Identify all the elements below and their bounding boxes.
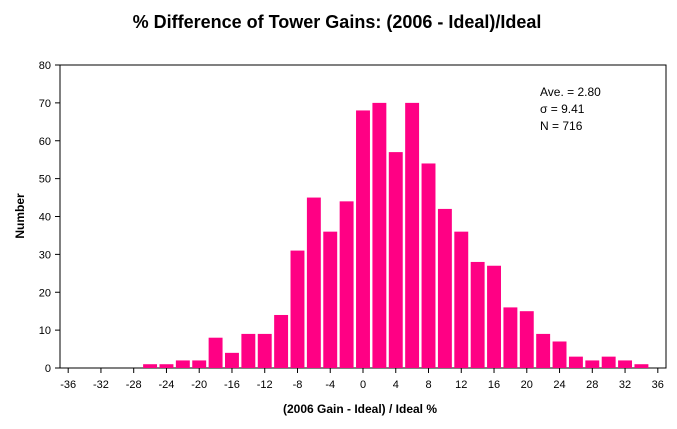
bar: [568, 356, 583, 368]
bar: [356, 110, 370, 368]
x-tick-label: 32: [619, 379, 631, 391]
bar: [208, 337, 223, 368]
bar: [618, 360, 633, 368]
bar: [437, 208, 452, 368]
bar: [503, 307, 518, 368]
x-tick-label: 12: [455, 379, 467, 391]
bar: [601, 356, 616, 368]
stats-line: N = 716: [540, 119, 583, 133]
x-tick-label: 28: [586, 379, 598, 391]
x-tick-label: 8: [425, 379, 431, 391]
bar: [519, 311, 534, 368]
bar: [241, 333, 256, 368]
x-tick-label: 4: [393, 379, 399, 391]
x-tick-label: 0: [360, 379, 366, 391]
x-tick-label: -28: [126, 379, 142, 391]
y-tick-label: 30: [39, 249, 51, 261]
y-tick-label: 70: [39, 98, 51, 110]
x-tick-label: -8: [293, 379, 303, 391]
x-tick-label: -12: [257, 379, 273, 391]
x-tick-label: 36: [652, 379, 664, 391]
bar: [405, 102, 420, 369]
x-tick-label: -4: [325, 379, 335, 391]
bar: [274, 314, 289, 368]
x-tick-label: -20: [191, 379, 207, 391]
bar: [487, 265, 501, 368]
bar: [306, 197, 321, 368]
y-tick-label: 80: [39, 60, 51, 72]
bar: [175, 360, 190, 368]
x-axis-label: (2006 Gain - Ideal) / Ideal %: [283, 402, 437, 416]
bar: [585, 360, 600, 368]
x-tick-label: -16: [224, 379, 240, 391]
bar: [372, 102, 387, 369]
bar: [388, 152, 403, 368]
y-tick-label: 0: [45, 363, 51, 375]
bar-series: [143, 102, 649, 369]
y-tick-label: 20: [39, 287, 51, 299]
x-tick-label: -32: [93, 379, 109, 391]
bar: [257, 333, 272, 368]
x-axis: -36 -32 -28 -24 -20 -16 -12 -8 -4 0 4 8 12 16 20 24 28 32…: [60, 368, 664, 391]
bar: [536, 333, 551, 368]
y-tick-label: 60: [39, 136, 51, 148]
bar: [192, 360, 207, 368]
x-tick-label: -24: [159, 379, 175, 391]
y-tick-label: 40: [39, 212, 51, 224]
bar: [225, 352, 239, 368]
stats-annotation: Ave. = 2.80 σ = 9.41 N = 716: [540, 85, 601, 133]
chart-title: % Difference of Tower Gains: (2006 - Ide…: [133, 12, 542, 32]
bar: [634, 364, 649, 368]
y-axis: 0 10 20 30 40 50 60 70 80: [39, 60, 60, 375]
bar: [143, 364, 158, 368]
bar: [339, 201, 354, 368]
bar: [290, 250, 305, 368]
bar: [323, 231, 338, 368]
y-tick-label: 50: [39, 174, 51, 186]
bar: [552, 341, 567, 368]
stats-line: Ave. = 2.80: [540, 85, 601, 99]
bar: [470, 261, 485, 368]
stats-line: σ = 9.41: [540, 102, 585, 116]
y-tick-label: 10: [39, 325, 51, 337]
y-axis-label: Number: [13, 193, 27, 239]
x-tick-label: 20: [521, 379, 533, 391]
bar: [421, 163, 436, 368]
x-tick-label: 24: [553, 379, 565, 391]
x-tick-label: -36: [60, 379, 76, 391]
x-tick-label: 16: [488, 379, 500, 391]
bar: [454, 231, 469, 368]
bar: [159, 364, 174, 368]
